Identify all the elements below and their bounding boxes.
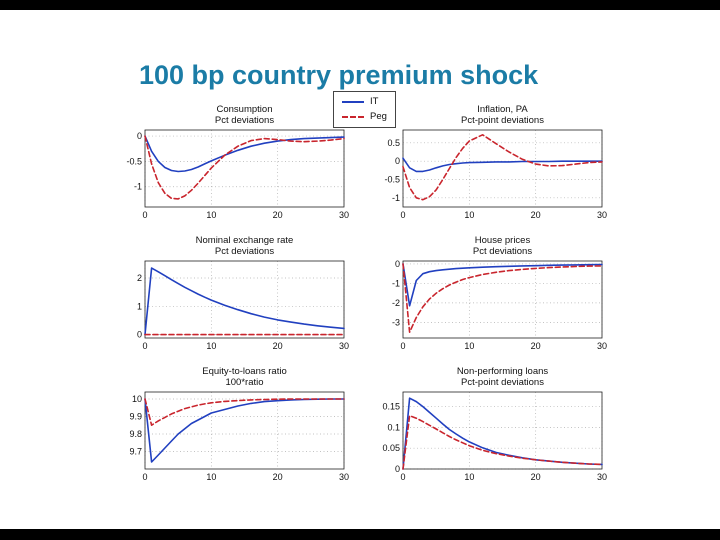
svg-text:0: 0 (395, 156, 400, 166)
chart-subtitle: Pct-point deviations (461, 377, 544, 388)
svg-text:10: 10 (206, 472, 216, 482)
svg-text:-1: -1 (392, 193, 400, 203)
charts-grid: Consumption Pct deviations 0 -0.5 -1 0 10 20 3… (111, 104, 610, 497)
chart-subtitle: Pct deviations (472, 246, 533, 257)
svg-text:0.05: 0.05 (382, 443, 400, 453)
svg-text:0: 0 (400, 210, 405, 220)
svg-text:30: 30 (339, 210, 349, 220)
legend-label-peg: Peg (370, 111, 387, 122)
chart-title: Nominal exchange rate (195, 235, 294, 246)
svg-text:-1: -1 (134, 182, 142, 192)
svg-text:10: 10 (206, 341, 216, 351)
svg-text:-0.5: -0.5 (384, 175, 400, 185)
chart-subtitle: Pct-point deviations (461, 115, 544, 126)
chart-title: Equity-to-loans ratio (202, 366, 287, 377)
svg-text:20: 20 (273, 472, 283, 482)
svg-text:0: 0 (142, 210, 147, 220)
svg-text:0: 0 (395, 464, 400, 474)
chart-legend: IT Peg (333, 91, 396, 128)
chart-title: Consumption (216, 104, 273, 115)
svg-text:10: 10 (132, 394, 142, 404)
svg-text:0.1: 0.1 (387, 422, 400, 432)
chart-consumption-header: Consumption Pct deviations (111, 104, 352, 126)
svg-text:20: 20 (273, 210, 283, 220)
chart-consumption: Consumption Pct deviations 0 -0.5 -1 0 10 20 3… (111, 104, 352, 235)
svg-text:-0.5: -0.5 (126, 156, 142, 166)
chart-inflation-plot: 0.50-0.5-10 10 20 30 (384, 129, 607, 220)
svg-text:0: 0 (400, 341, 405, 351)
chart-exchange-rate-header: Nominal exchange rate Pct deviations (111, 235, 352, 257)
slide-bottom-border (0, 529, 720, 540)
chart-non-performing-loans-header: Non-performing loans Pct-point deviation… (369, 366, 610, 388)
svg-text:30: 30 (597, 472, 607, 482)
svg-text:30: 30 (597, 210, 607, 220)
svg-text:9.8: 9.8 (129, 429, 142, 439)
chart-inflation-header: Inflation, PA Pct-point deviations (369, 104, 610, 126)
legend-item-it: IT (342, 96, 387, 107)
peg-line-icon (342, 115, 364, 118)
svg-text:0: 0 (395, 259, 400, 269)
svg-text:0: 0 (137, 131, 142, 141)
legend-item-peg: Peg (342, 111, 387, 122)
chart-inflation: Inflation, PA Pct-point deviations 0.5 0-… (369, 104, 610, 235)
svg-text:0.15: 0.15 (382, 402, 400, 412)
svg-text:-3: -3 (392, 317, 400, 327)
svg-text:-1: -1 (392, 278, 400, 288)
chart-subtitle: Pct deviations (214, 115, 275, 126)
svg-text:10: 10 (464, 472, 474, 482)
it-line-icon (342, 100, 364, 103)
svg-text:30: 30 (339, 341, 349, 351)
svg-text:10: 10 (464, 341, 474, 351)
svg-text:2: 2 (137, 273, 142, 283)
chart-house-prices-plot: 0 -1 -2 -3 0 10 20 30 (392, 259, 607, 351)
chart-house-prices: House prices Pct deviations 0 -1 -2 -3 0 10 20… (369, 235, 610, 366)
chart-title: House prices (474, 235, 531, 246)
svg-text:20: 20 (531, 341, 541, 351)
chart-subtitle: 100*ratio (225, 377, 264, 388)
chart-title: Inflation, PA (477, 104, 528, 115)
svg-text:20: 20 (531, 472, 541, 482)
chart-consumption-plot: 0 -0.5 -1 0 10 20 30 (126, 129, 349, 220)
slide-top-border (0, 0, 720, 10)
chart-equity-loans-ratio-header: Equity-to-loans ratio 100*ratio (111, 366, 352, 388)
svg-text:0: 0 (137, 330, 142, 340)
chart-non-performing-loans-plot: 0.15 0.1 0.05 00 10 20 30 (382, 391, 607, 482)
chart-equity-loans-ratio: Equity-to-loans ratio 100*ratio 10 9.9 9.8… (111, 366, 352, 497)
svg-text:30: 30 (597, 341, 607, 351)
chart-subtitle: Pct deviations (214, 246, 275, 257)
svg-text:30: 30 (339, 472, 349, 482)
svg-text:0.5: 0.5 (387, 138, 400, 148)
svg-text:0: 0 (400, 472, 405, 482)
svg-text:-2: -2 (392, 298, 400, 308)
svg-text:20: 20 (531, 210, 541, 220)
slide-title: 100 bp country premium shock (139, 60, 539, 91)
chart-non-performing-loans: Non-performing loans Pct-point deviation… (369, 366, 610, 497)
chart-house-prices-header: House prices Pct deviations (369, 235, 610, 257)
svg-text:9.9: 9.9 (129, 412, 142, 422)
legend-label-it: IT (370, 96, 379, 107)
chart-title: Non-performing loans (456, 366, 549, 377)
svg-text:0: 0 (142, 472, 147, 482)
svg-text:10: 10 (464, 210, 474, 220)
chart-equity-loans-ratio-plot: 10 9.9 9.8 9.7 0 10 20 30 (129, 391, 349, 482)
svg-text:10: 10 (206, 210, 216, 220)
svg-text:0: 0 (142, 341, 147, 351)
svg-text:1: 1 (137, 301, 142, 311)
svg-text:9.7: 9.7 (129, 447, 142, 457)
svg-text:20: 20 (273, 341, 283, 351)
